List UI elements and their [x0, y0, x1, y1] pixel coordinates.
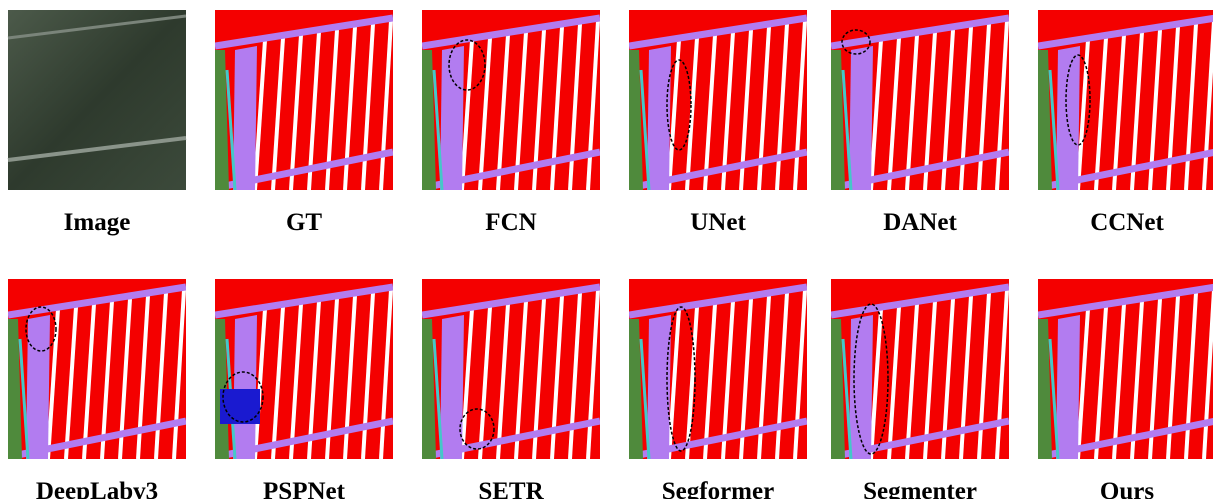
panel-label: SETR	[478, 478, 544, 499]
panel-label: Segmenter	[863, 478, 977, 499]
segmentation-map	[422, 279, 600, 459]
panel: DeepLabv3	[8, 279, 186, 499]
segmentation-map	[629, 279, 807, 459]
panel-label: GT	[286, 209, 322, 236]
panel: UNet	[629, 10, 807, 236]
input-image	[8, 10, 186, 190]
panel: GT	[215, 10, 393, 236]
panel: Segmenter	[831, 279, 1009, 499]
panel-label: UNet	[690, 209, 746, 236]
panel-grid: Image GT FCN UNet DANet CCNet DeepLabv3 PSPNet S…	[8, 10, 1213, 499]
panel: DANet	[831, 10, 1009, 236]
panel: Segformer	[629, 279, 807, 499]
segmentation-map	[831, 279, 1009, 459]
segmentation-map	[215, 279, 393, 459]
segmentation-map	[1038, 10, 1213, 190]
panel: FCN	[422, 10, 600, 236]
segmentation-map	[215, 10, 393, 190]
segmentation-map	[422, 10, 600, 190]
segmentation-map	[1038, 279, 1213, 459]
panel: CCNet	[1038, 10, 1213, 236]
panel-label: Segformer	[662, 478, 774, 499]
blue-region	[220, 389, 260, 424]
panel-label: DeepLabv3	[36, 478, 158, 499]
segmentation-map	[629, 10, 807, 190]
panel: PSPNet	[215, 279, 393, 499]
segmentation-map	[831, 10, 1009, 190]
panel-label: PSPNet	[263, 478, 346, 499]
segmentation-map	[8, 279, 186, 459]
panel-label: Image	[64, 209, 131, 236]
panel-label: CCNet	[1090, 209, 1164, 236]
figure: Image GT FCN UNet DANet CCNet DeepLabv3 PSPNet S…	[0, 0, 1213, 499]
panel: SETR	[422, 279, 600, 499]
panel-label: DANet	[883, 209, 957, 236]
panel-label: FCN	[485, 209, 536, 236]
panel: Ours	[1038, 279, 1213, 499]
panel-label: Ours	[1100, 478, 1154, 499]
panel: Image	[8, 10, 186, 236]
